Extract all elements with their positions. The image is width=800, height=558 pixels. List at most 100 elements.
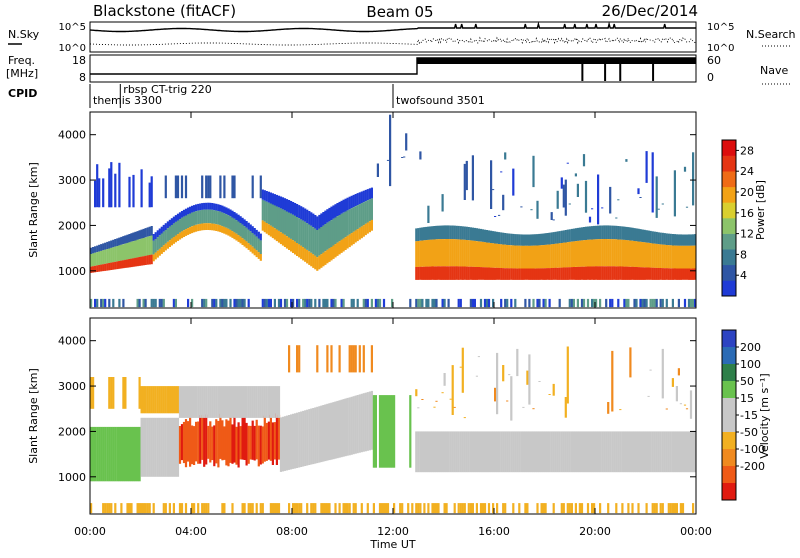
heatmap-cell — [237, 386, 240, 418]
heatmap-cell — [152, 503, 155, 514]
y-tick-label: 4000 — [58, 129, 86, 142]
heatmap-cell — [310, 503, 313, 514]
heatmap-cell — [213, 223, 216, 231]
heatmap-cell — [433, 431, 436, 473]
heatmap-cell — [661, 298, 664, 308]
heatmap-cell — [528, 431, 531, 473]
heatmap-cell — [108, 241, 111, 249]
heatmap-cell — [461, 347, 464, 393]
heatmap-cell — [671, 298, 674, 308]
heatmap-cell — [332, 245, 335, 259]
heatmap-cell — [465, 160, 468, 191]
heatmap-cell — [191, 226, 194, 234]
heatmap-cell — [229, 386, 232, 418]
heatmap-cell — [283, 234, 287, 247]
heatmap-cell — [215, 298, 218, 308]
heatmap-cell — [322, 225, 325, 253]
heatmap-cell — [193, 426, 196, 465]
heatmap-cell — [401, 503, 404, 514]
heatmap-cell — [144, 386, 147, 414]
heatmap-cell — [562, 267, 565, 280]
heatmap-cell — [607, 266, 610, 280]
heatmap-cell — [637, 431, 640, 473]
heatmap-cell — [191, 212, 194, 227]
heatmap-cell — [195, 204, 198, 212]
heatmap-cell — [635, 298, 638, 308]
heatmap-cell — [235, 220, 238, 234]
heatmap-cell — [393, 503, 396, 514]
heatmap-cell — [92, 377, 95, 409]
heatmap-cell — [556, 243, 559, 268]
heatmap-cell — [187, 214, 190, 228]
heatmap-cell — [263, 415, 266, 462]
heatmap-cell — [102, 250, 105, 265]
heatmap-cell — [425, 298, 428, 308]
heatmap-cell — [362, 345, 365, 373]
heatmap-cell — [350, 345, 353, 373]
heatmap-cell — [176, 386, 180, 414]
heatmap-cell — [692, 431, 695, 473]
heatmap-cell — [146, 386, 149, 414]
heatmap-cell — [310, 252, 313, 267]
heatmap-cell — [524, 234, 527, 246]
heatmap-cell — [239, 236, 242, 244]
heatmap-cell — [263, 190, 266, 201]
heatmap-cell — [273, 298, 276, 308]
heatmap-cell — [310, 408, 313, 465]
heatmap-cell — [170, 238, 173, 246]
heatmap-cell — [508, 268, 511, 280]
heatmap-cell — [437, 266, 440, 280]
heatmap-cell — [144, 255, 147, 265]
heatmap-cell — [184, 229, 188, 236]
heatmap-cell — [506, 400, 509, 402]
heatmap-cell — [473, 240, 476, 267]
heatmap-cell — [201, 203, 204, 210]
heatmap-cell — [285, 236, 289, 249]
power-ylabel: Slant Range [km] — [27, 162, 40, 258]
heatmap-cell — [140, 503, 143, 514]
heatmap-cell — [350, 195, 353, 209]
heatmap-cell — [223, 503, 226, 514]
heatmap-cell — [417, 407, 420, 409]
heatmap-cell — [475, 503, 478, 514]
heatmap-cell — [578, 227, 581, 241]
heatmap-cell — [504, 268, 507, 280]
heatmap-cell — [273, 503, 276, 514]
heatmap-cell — [263, 221, 266, 233]
heatmap-cell — [475, 375, 478, 377]
heatmap-cell — [512, 431, 515, 473]
heatmap-cell — [253, 386, 256, 418]
heatmap-cell — [433, 226, 436, 240]
heatmap-cell — [330, 220, 333, 247]
heatmap-cell — [554, 231, 557, 244]
heatmap-cell — [245, 422, 248, 466]
heatmap-cell — [322, 252, 325, 267]
heatmap-cell — [595, 239, 598, 267]
heatmap-cell — [623, 239, 626, 267]
heatmap-cell — [265, 223, 268, 234]
heatmap-cell — [134, 240, 137, 258]
heatmap-cell — [243, 386, 246, 418]
heatmap-cell — [221, 386, 224, 418]
heatmap-cell — [356, 395, 359, 454]
heatmap-cell — [150, 226, 153, 236]
heatmap-cell — [199, 386, 202, 418]
heatmap-cell — [142, 256, 145, 266]
heatmap-cell — [508, 233, 511, 246]
heatmap-cell — [108, 426, 111, 482]
heatmap-cell — [223, 298, 226, 308]
heatmap-cell — [578, 240, 581, 267]
heatmap-cell — [419, 227, 422, 241]
heatmap-cell — [421, 240, 424, 267]
heatmap-cell — [633, 241, 636, 267]
heatmap-cell — [241, 224, 244, 239]
heatmap-cell — [548, 394, 551, 395]
heatmap-cell — [637, 241, 640, 268]
heatmap-cell — [461, 503, 464, 514]
heatmap-cell — [639, 298, 642, 308]
heatmap-cell — [401, 157, 404, 158]
velocity-colorbar-swatch — [722, 347, 736, 365]
heatmap-cell — [548, 232, 551, 245]
heatmap-cell — [269, 203, 272, 226]
